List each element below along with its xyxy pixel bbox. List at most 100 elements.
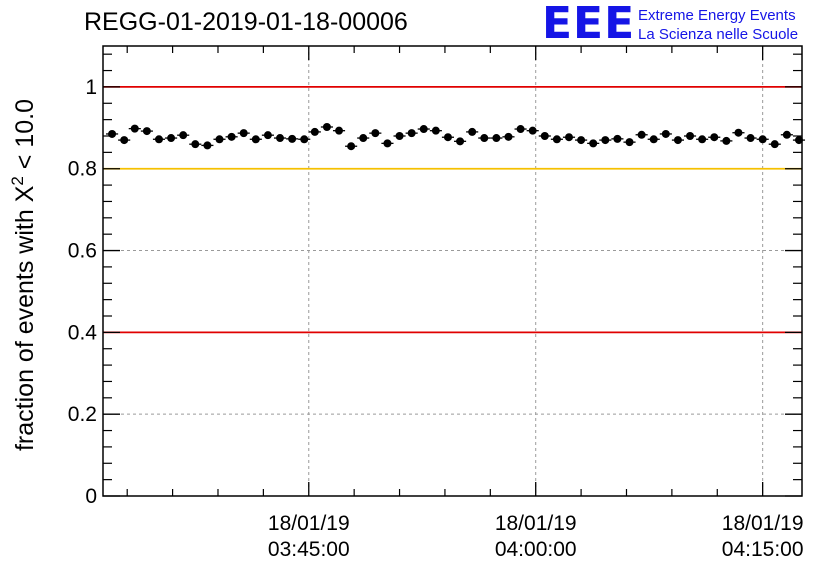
data-point bbox=[308, 127, 321, 136]
data-point-marker bbox=[203, 141, 212, 150]
data-point-marker bbox=[300, 135, 309, 144]
data-point-marker bbox=[698, 135, 707, 144]
data-point bbox=[732, 128, 745, 137]
data-point bbox=[780, 130, 793, 139]
data-point-marker bbox=[251, 135, 260, 144]
data-point bbox=[405, 129, 418, 138]
data-point bbox=[429, 126, 442, 135]
y-label-superscript: 2 bbox=[8, 176, 27, 185]
data-point-marker bbox=[263, 131, 272, 140]
data-point-marker bbox=[347, 142, 356, 151]
data-point bbox=[538, 132, 551, 140]
y-tick-label: 1 bbox=[85, 76, 97, 99]
data-point bbox=[720, 136, 733, 145]
data-point-marker bbox=[419, 125, 428, 134]
data-point bbox=[659, 129, 672, 138]
data-point-marker bbox=[227, 132, 236, 141]
data-point bbox=[237, 129, 250, 138]
data-point bbox=[466, 127, 479, 136]
logo-text: Extreme Energy Events La Scienza nelle S… bbox=[638, 6, 798, 44]
data-point bbox=[502, 132, 515, 141]
data-point bbox=[587, 139, 600, 148]
logo-mark: EEE bbox=[542, 0, 636, 49]
grid-lines bbox=[103, 46, 802, 496]
y-tick-label: 0.2 bbox=[68, 403, 97, 426]
data-point-marker bbox=[504, 132, 513, 141]
y-tick-label: 0.6 bbox=[68, 240, 97, 263]
data-point-marker bbox=[565, 133, 573, 142]
y-tick-label: 0 bbox=[85, 485, 97, 508]
data-point bbox=[393, 132, 406, 140]
data-point-marker bbox=[613, 134, 622, 143]
data-point-marker bbox=[625, 138, 634, 147]
y-axis-ticks: 0 0.2 0.4 0.6 0.8 1 bbox=[68, 53, 802, 508]
data-point bbox=[792, 136, 806, 145]
data-point bbox=[357, 134, 370, 143]
data-point bbox=[599, 136, 612, 145]
data-point bbox=[286, 134, 299, 143]
data-point-marker bbox=[528, 126, 537, 135]
data-point-marker bbox=[722, 136, 731, 145]
data-point bbox=[562, 133, 576, 142]
data-point bbox=[128, 124, 141, 133]
y-axis-label: fraction of events with X2 < 10.0 bbox=[8, 99, 39, 451]
data-point-marker bbox=[239, 129, 248, 138]
data-point bbox=[454, 137, 467, 146]
data-point-marker bbox=[130, 124, 139, 133]
data-point bbox=[213, 135, 226, 144]
data-point-marker bbox=[407, 129, 416, 138]
data-point bbox=[201, 141, 214, 150]
reference-lines bbox=[103, 86, 802, 334]
data-point bbox=[177, 131, 190, 140]
data-point bbox=[708, 133, 721, 142]
data-point-marker bbox=[167, 134, 176, 143]
data-point-marker bbox=[589, 139, 598, 148]
data-point-marker bbox=[601, 136, 610, 145]
data-point bbox=[249, 135, 262, 144]
data-point-marker bbox=[288, 134, 297, 143]
data-point bbox=[345, 142, 358, 151]
y-label-threshold: < 10.0 bbox=[11, 99, 39, 176]
data-point-marker bbox=[371, 129, 380, 138]
data-point bbox=[417, 125, 430, 134]
data-point-marker bbox=[154, 135, 163, 144]
data-point-marker bbox=[431, 126, 440, 135]
logo-line-2: La Scienza nelle Scuole bbox=[638, 26, 799, 43]
data-point-marker bbox=[191, 140, 200, 149]
data-point-marker bbox=[661, 129, 670, 138]
data-point-marker bbox=[443, 133, 452, 142]
data-point-marker bbox=[782, 130, 791, 139]
data-point bbox=[756, 135, 769, 144]
data-point bbox=[696, 135, 709, 144]
x-tick-date: 18/01/19 bbox=[495, 512, 577, 535]
data-point bbox=[490, 134, 503, 143]
data-point bbox=[514, 125, 527, 134]
data-point bbox=[575, 136, 588, 145]
data-point-marker bbox=[516, 125, 525, 134]
x-tick-date: 18/01/19 bbox=[722, 512, 804, 535]
data-point-marker bbox=[734, 128, 743, 137]
data-point bbox=[441, 133, 455, 142]
data-point bbox=[369, 129, 382, 138]
chart-title: REGG-01-2019-01-18-00006 bbox=[84, 8, 408, 36]
data-point-marker bbox=[322, 123, 331, 131]
logo-line-1: Extreme Energy Events bbox=[638, 7, 796, 24]
data-point-marker bbox=[758, 135, 767, 144]
data-point-marker bbox=[395, 132, 404, 140]
data-point-marker bbox=[215, 135, 224, 144]
data-point-marker bbox=[577, 136, 586, 145]
data-point-marker bbox=[770, 140, 779, 149]
data-point bbox=[635, 130, 648, 139]
data-point-marker bbox=[359, 134, 368, 143]
data-point bbox=[140, 127, 153, 136]
y-tick-label: 0.4 bbox=[68, 321, 98, 344]
data-point-marker bbox=[335, 126, 344, 135]
data-point-marker bbox=[142, 127, 151, 136]
data-point bbox=[106, 129, 119, 138]
data-point bbox=[381, 139, 394, 148]
x-tick-time: 04:15:00 bbox=[722, 538, 804, 561]
data-point-marker bbox=[794, 136, 803, 145]
data-point bbox=[332, 126, 346, 135]
data-point bbox=[152, 135, 166, 144]
plot-frame bbox=[102, 45, 803, 497]
